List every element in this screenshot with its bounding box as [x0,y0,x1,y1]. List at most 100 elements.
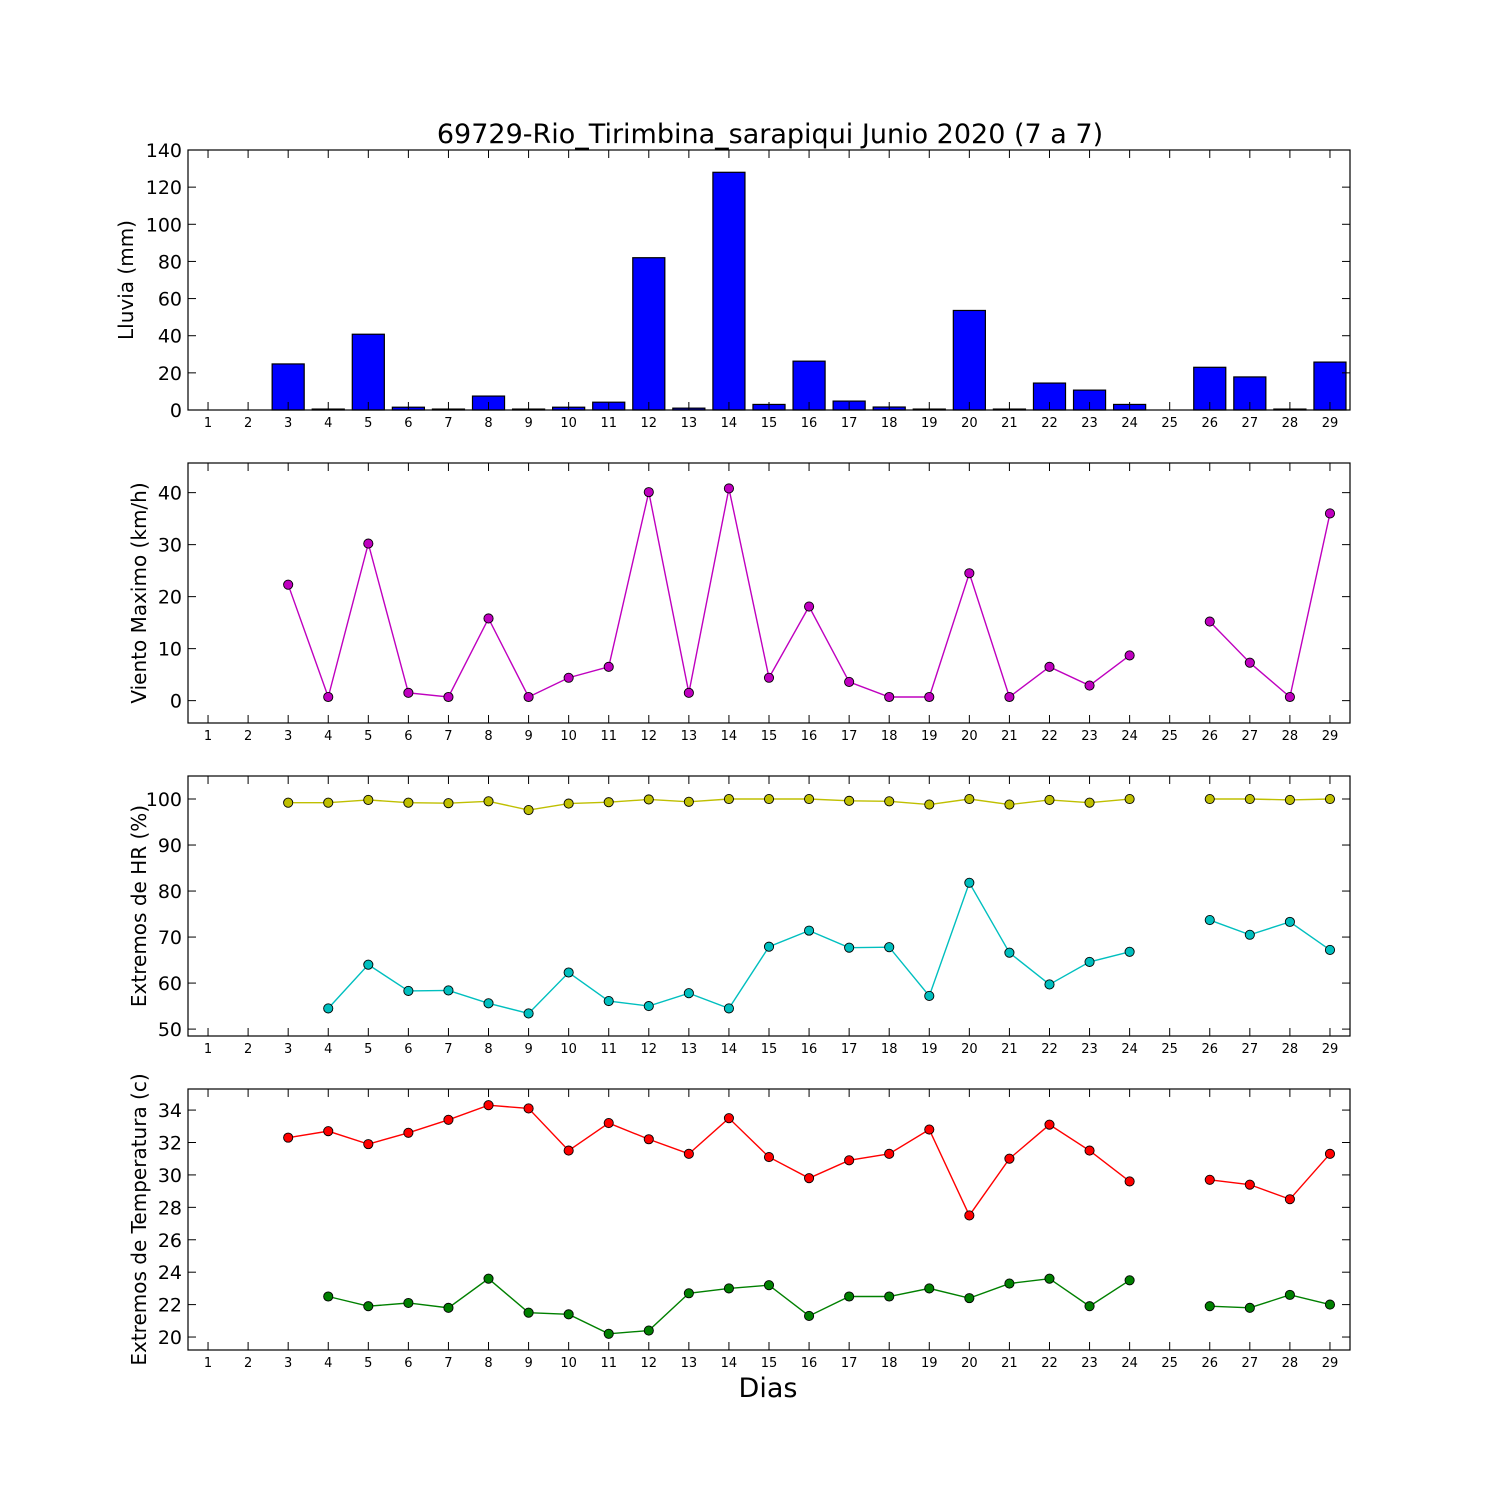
humidity-series-1-point-day-29 [1324,793,1336,805]
wind-series-1-point-day-26 [1204,616,1215,627]
temperature-series-1-line [288,1104,1131,1217]
rain-xtick-label: 27 [1242,416,1259,431]
wind-series-1-point-day-22 [1044,661,1055,672]
temperature-xtick-label: 15 [761,1356,778,1371]
humidity-series-1-point-day-15 [763,793,775,805]
humidity-xtick-label: 1 [204,1042,212,1057]
temperature-series-1-point-day-26 [1204,1174,1215,1185]
temperature-series-2-point-day-13 [683,1288,694,1299]
temperature-series-2-point-day-18 [884,1291,895,1302]
humidity-series-2-point-day-17 [844,942,855,953]
wind-series-1-point-day-15 [763,672,775,683]
wind-axes-frame [187,462,1351,724]
wind-xtick-label: 19 [921,729,938,744]
temperature-series-1-point-day-22 [1044,1119,1055,1130]
rain-xtick-label: 13 [681,416,698,431]
wind-series-1-point-day-14 [723,483,734,494]
rain-ytick-label: 140 [146,140,182,162]
wind-xtick-label: 26 [1201,729,1218,744]
temperature-xtick-label: 17 [841,1356,858,1371]
temperature-series-1-point-day-14 [723,1113,734,1124]
temperature-series-2-point-day-16 [804,1310,815,1322]
temperature-xtick-label: 13 [681,1356,698,1371]
humidity-series-1-point-day-21 [1004,799,1015,810]
temperature-xtick-label: 8 [484,1356,492,1371]
humidity-series-2-point-day-29 [1324,944,1336,956]
temperature-series-1-point-day-10 [563,1145,574,1156]
wind-series-1-point-day-7 [443,691,454,703]
wind-xtick-label: 7 [444,729,452,744]
rain-ytick-label: 40 [158,326,182,348]
wind-series-1-point-day-18 [884,691,895,703]
wind-series-1-point-day-27 [1244,657,1255,668]
temperature-xtick-label: 4 [324,1356,332,1371]
humidity-ytick-label: 90 [158,835,182,857]
temperature-xtick-label: 23 [1081,1356,1098,1371]
humidity-series-1-point-day-10 [563,798,574,809]
humidity-series-1-point-day-27 [1244,793,1255,805]
humidity-series-1-line [1209,798,1330,801]
humidity-xtick-label: 26 [1201,1042,1218,1057]
wind-ytick-label: 20 [158,587,182,609]
wind-ytick-label: 10 [158,639,182,661]
temperature-series-1-point-day-28 [1284,1194,1295,1205]
wind-series-1-point-day-8 [483,613,494,624]
temperature-series-1-point-day-7 [443,1114,454,1125]
temperature-series-1-point-day-12 [643,1134,654,1145]
wind-y-axis-label: Viento Maximo (km/h) [127,482,151,703]
wind-xtick-label: 28 [1282,729,1299,744]
temperature-xtick-label: 7 [444,1356,452,1371]
temperature-xtick-label: 1 [204,1356,212,1371]
temperature-series-1-point-day-29 [1324,1148,1336,1159]
wind-series-1-point-day-17 [844,676,855,687]
humidity-series-2-point-day-27 [1244,929,1255,940]
rain-ytick-label: 20 [158,363,182,385]
wind-xtick-label: 5 [364,729,372,744]
temperature-series-2-point-day-27 [1244,1302,1255,1313]
humidity-xtick-label: 17 [841,1042,858,1057]
humidity-series-2-point-day-13 [683,988,694,999]
temperature-series-2-point-day-19 [924,1283,935,1294]
wind-series-1-point-day-3 [283,579,294,590]
temperature-ytick-label: 26 [158,1230,182,1252]
rain-xtick-label: 15 [761,416,778,431]
humidity-ytick-label: 50 [158,1019,182,1041]
chart-title: 69729-Rio_Tirimbina_sarapiqui Junio 2020… [437,119,1103,150]
humidity-series-1-point-day-3 [283,797,294,808]
humidity-series-2-point-day-15 [763,941,775,952]
rain-xtick-label: 24 [1121,416,1138,431]
humidity-series-1-point-day-23 [1084,797,1095,808]
humidity-xtick-label: 6 [404,1042,412,1057]
temperature-xtick-label: 2 [244,1356,252,1371]
temperature-xtick-label: 9 [524,1356,532,1371]
temperature-series-1-point-day-24 [1124,1176,1135,1187]
rain-xtick-label: 10 [560,416,577,431]
wind-xtick-label: 27 [1242,729,1259,744]
temperature-series-1-point-day-23 [1084,1145,1095,1156]
temperature-series-2-point-day-24 [1124,1275,1135,1286]
humidity-xtick-label: 24 [1121,1042,1138,1057]
humidity-xtick-label: 23 [1081,1042,1098,1057]
wind-xtick-label: 11 [600,729,617,744]
rain-ytick-label: 100 [146,214,182,236]
wind-series-1-point-day-28 [1284,691,1295,703]
wind-series-1-point-day-19 [924,691,935,703]
rain-bar-day-12 [632,257,666,411]
temperature-series-1-point-day-6 [403,1127,414,1138]
humidity-series-2-point-day-16 [804,925,815,936]
rain-xtick-label: 5 [364,416,372,431]
humidity-series-1-point-day-26 [1204,793,1215,805]
rain-xtick-label: 3 [284,416,292,431]
humidity-series-2-point-day-5 [363,959,374,970]
humidity-series-2-point-day-12 [643,1001,654,1012]
temperature-series-2-point-day-28 [1284,1289,1295,1300]
temperature-series-1-point-day-27 [1244,1179,1255,1190]
rain-bar-day-20 [952,309,986,411]
temperature-series-1-point-day-19 [924,1124,935,1135]
wind-series-1-point-day-16 [804,601,815,612]
rain-xtick-label: 19 [921,416,938,431]
rain-xtick-label: 9 [524,416,532,431]
rain-xtick-label: 14 [721,416,738,431]
humidity-series-1-point-day-9 [523,805,534,816]
